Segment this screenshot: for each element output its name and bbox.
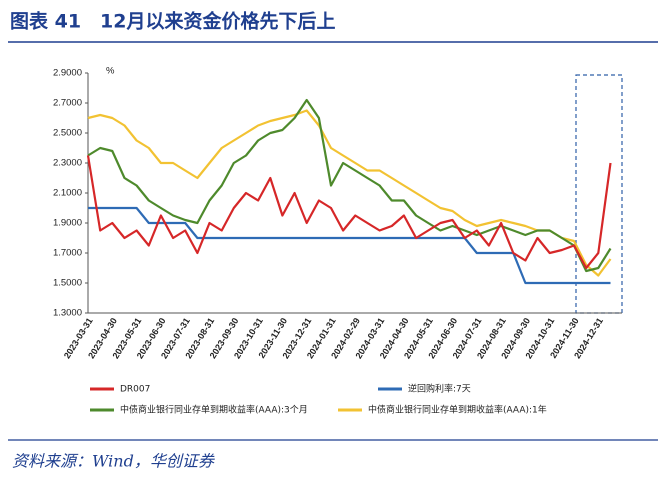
y-tick-label: 2.5000	[53, 128, 82, 139]
legend-label: 逆回购利率:7天	[408, 383, 471, 395]
series-line	[87, 98, 612, 273]
y-tick-label: 1.3000	[53, 308, 82, 319]
legend-label: DR007	[120, 385, 150, 395]
highlight-box	[575, 74, 623, 314]
legend-label: 中债商业银行同业存单到期收益率(AAA):3个月	[120, 404, 308, 416]
y-tick-label: 1.5000	[53, 278, 82, 289]
y-tick-label: 2.7000	[53, 98, 82, 109]
series-line	[86, 155, 612, 270]
series-line	[88, 206, 611, 285]
series-line	[87, 109, 612, 277]
y-tick-label: 2.1000	[53, 188, 82, 199]
y-tick-label: 1.7000	[53, 248, 82, 259]
unit-label: %	[106, 66, 115, 77]
y-tick-label: 2.3000	[53, 158, 82, 169]
legend-label: 中债商业银行同业存单到期收益率(AAA):1年	[368, 404, 547, 416]
chart-title: 图表 41 12月以来资金价格先下后上	[10, 10, 336, 33]
y-tick-label: 1.9000	[53, 218, 82, 229]
source: 资料来源：Wind，华创证券	[12, 452, 216, 471]
y-tick-label: 2.9000	[53, 68, 82, 79]
